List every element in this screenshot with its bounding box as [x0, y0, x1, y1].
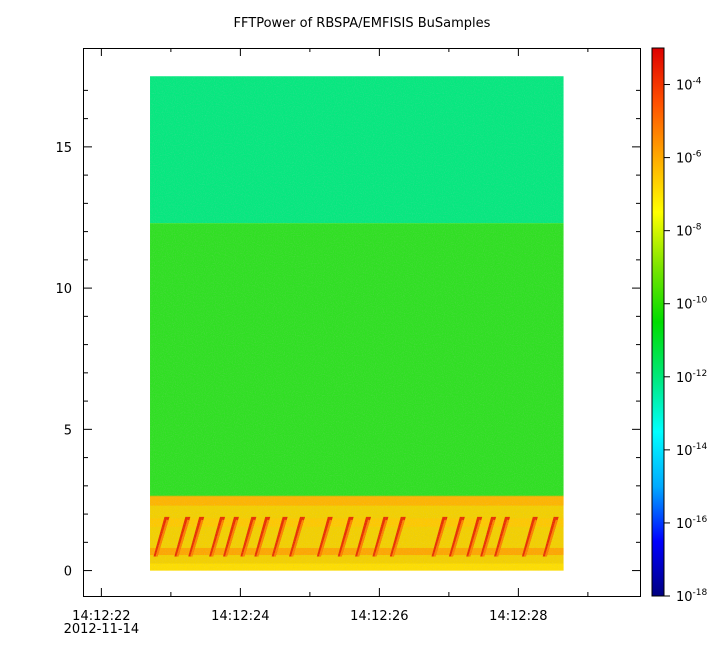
colorbar-tick-label: 10-4: [676, 77, 702, 94]
x-tick-label: 14:12:24: [211, 609, 269, 624]
colorbar-tick-label: 10-8: [676, 223, 702, 240]
y-tick-label: 10: [55, 282, 72, 297]
colorbar: [651, 47, 665, 597]
y-tick-label: 0: [64, 565, 72, 580]
colorbar-tick-label: 10-10: [676, 296, 708, 313]
colorbar-axis: 10-4 10-6 10-8 10-10 10-12 10-14 10-16 10-18: [664, 77, 708, 605]
y-axis: 0 5 10 15: [55, 89, 640, 580]
colorbar-tick-label: 10-12: [676, 369, 707, 386]
y-tick-label: 15: [55, 141, 72, 156]
colorbar-tick-label: 10-18: [676, 588, 708, 605]
x-tick-date-label: 2012-11-14: [64, 622, 140, 637]
x-tick-label: 14:12:22: [72, 609, 130, 624]
x-tick-label: 14:12:28: [489, 609, 547, 624]
x-tick-label: 14:12:26: [350, 609, 408, 624]
chart-title: FFTPower of RBSPA/EMFISIS BuSamples: [233, 16, 491, 31]
spectrogram-noise-texture: [150, 76, 564, 571]
colorbar-tick-label: 10-16: [676, 515, 708, 532]
colorbar-tick-label: 10-14: [676, 442, 708, 459]
y-tick-label: 5: [64, 423, 72, 438]
colorbar-tick-label: 10-6: [676, 150, 702, 167]
